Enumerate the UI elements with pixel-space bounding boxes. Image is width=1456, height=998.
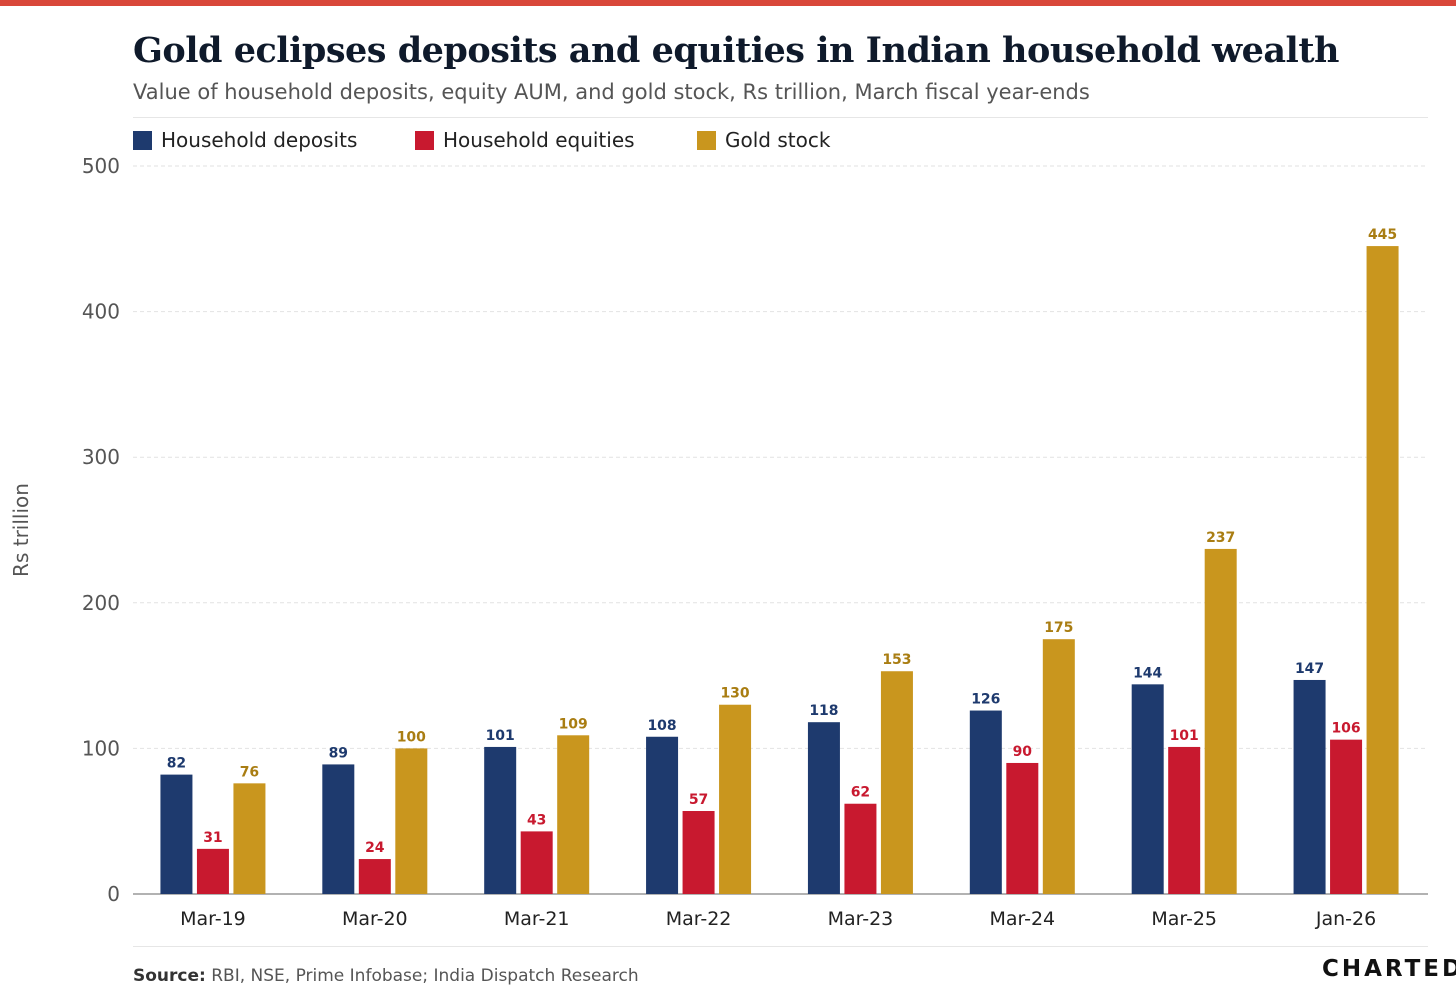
source-note: Source: RBI, NSE, Prime Infobase; India … <box>133 966 639 986</box>
bar-household-deposits <box>646 736 679 894</box>
footer-divider <box>133 946 1428 947</box>
header-divider <box>133 117 1428 118</box>
x-tick-label: Mar-24 <box>989 908 1055 930</box>
data-label: 108 <box>647 718 676 734</box>
bar-gold-stock <box>1042 639 1075 894</box>
legend-swatch <box>133 130 152 150</box>
data-label: 31 <box>203 830 222 846</box>
bar-household-deposits <box>160 774 193 894</box>
bar-household-equities <box>520 831 553 894</box>
y-tick-label: 400 <box>82 300 120 324</box>
x-tick-label: Mar-19 <box>180 908 246 930</box>
source-text: RBI, NSE, Prime Infobase; India Dispatch… <box>205 966 639 986</box>
data-label: 175 <box>1044 620 1073 636</box>
legend-item-equities: Household equities <box>415 128 697 152</box>
x-tick-label: Mar-23 <box>828 908 894 930</box>
y-tick-label: 200 <box>82 591 120 615</box>
legend: Household deposits Household equities Go… <box>133 128 830 152</box>
bar-household-deposits <box>484 746 517 894</box>
data-label: 126 <box>971 692 1000 708</box>
bar-gold-stock <box>1204 548 1237 894</box>
bar-household-equities <box>1168 746 1201 894</box>
data-label: 130 <box>720 686 749 702</box>
bar-household-equities <box>196 848 229 894</box>
charted-logo: CHARTED <box>1322 956 1456 982</box>
bar-household-deposits <box>322 764 355 894</box>
legend-swatch <box>697 130 716 150</box>
data-label: 237 <box>1206 530 1235 546</box>
legend-swatch <box>415 130 434 150</box>
y-tick-label: 100 <box>82 736 120 760</box>
y-tick-label: 300 <box>82 445 120 469</box>
y-axis-label: Rs trillion <box>9 483 33 577</box>
data-label: 445 <box>1368 227 1397 243</box>
bar-gold-stock <box>395 748 428 894</box>
x-tick-label: Jan-26 <box>1315 908 1376 930</box>
bar-household-deposits <box>1131 684 1164 894</box>
bar-household-deposits <box>807 722 840 894</box>
data-label: 82 <box>167 756 186 772</box>
data-label: 109 <box>559 716 588 732</box>
bar-household-deposits <box>969 710 1002 894</box>
data-label: 100 <box>397 729 426 745</box>
data-label: 101 <box>1170 728 1199 744</box>
legend-label: Household equities <box>443 128 635 152</box>
x-tick-label: Mar-20 <box>342 908 408 930</box>
data-label: 153 <box>882 652 911 668</box>
data-label: 43 <box>527 812 546 828</box>
bar-gold-stock <box>719 704 752 894</box>
bar-gold-stock <box>880 671 913 894</box>
legend-item-gold: Gold stock <box>697 128 830 152</box>
bar-household-deposits <box>1293 679 1326 894</box>
data-label: 76 <box>240 764 259 780</box>
bar-gold-stock <box>233 783 266 894</box>
legend-label: Gold stock <box>725 128 831 152</box>
x-tick-label: Mar-25 <box>1151 908 1217 930</box>
chart-title: Gold eclipses deposits and equities in I… <box>133 30 1339 71</box>
x-tick-label: Mar-21 <box>504 908 570 930</box>
data-label: 106 <box>1331 721 1360 737</box>
y-tick-label: 0 <box>107 882 120 906</box>
bar-household-equities <box>1330 739 1363 894</box>
data-label: 57 <box>689 792 708 808</box>
legend-label: Household deposits <box>161 128 358 152</box>
data-label: 90 <box>1013 744 1033 760</box>
bar-gold-stock <box>557 735 590 894</box>
data-label: 144 <box>1133 665 1162 681</box>
data-label: 147 <box>1295 661 1324 677</box>
bar-household-equities <box>844 803 877 894</box>
y-tick-label: 500 <box>82 154 120 178</box>
bar-household-equities <box>358 859 391 894</box>
data-label: 24 <box>365 840 385 856</box>
bar-gold-stock <box>1366 246 1399 894</box>
top-accent-bar <box>0 0 1456 6</box>
x-tick-label: Mar-22 <box>666 908 732 930</box>
bar-household-equities <box>682 811 715 894</box>
data-label: 118 <box>809 703 838 719</box>
chart-subtitle: Value of household deposits, equity AUM,… <box>133 80 1090 104</box>
legend-item-deposits: Household deposits <box>133 128 415 152</box>
data-label: 101 <box>486 728 515 744</box>
data-label: 62 <box>851 785 870 801</box>
source-label: Source: <box>133 966 206 986</box>
bar-household-equities <box>1006 762 1039 894</box>
data-label: 89 <box>329 745 348 761</box>
